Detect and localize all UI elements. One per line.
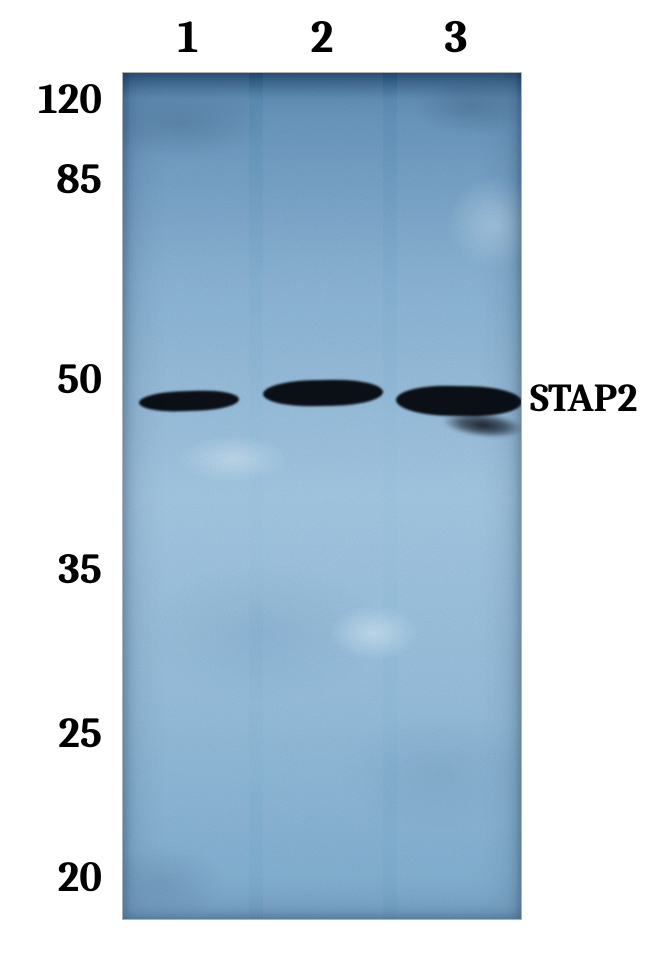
mw-marker-50: 50 xyxy=(57,355,102,404)
mw-marker-20: 20 xyxy=(58,853,102,902)
lane-label-3: 3 xyxy=(444,12,467,64)
mw-marker-25: 25 xyxy=(58,709,102,758)
mw-marker-85: 85 xyxy=(56,155,102,204)
western-blot-membrane xyxy=(122,72,522,920)
mw-marker-120: 120 xyxy=(38,75,102,124)
protein-band-label: STAP2 xyxy=(530,375,638,421)
mw-marker-35: 35 xyxy=(58,545,102,594)
film-noise-layer xyxy=(123,73,522,920)
lane-label-2: 2 xyxy=(311,12,334,64)
lane-label-1: 1 xyxy=(178,12,199,64)
